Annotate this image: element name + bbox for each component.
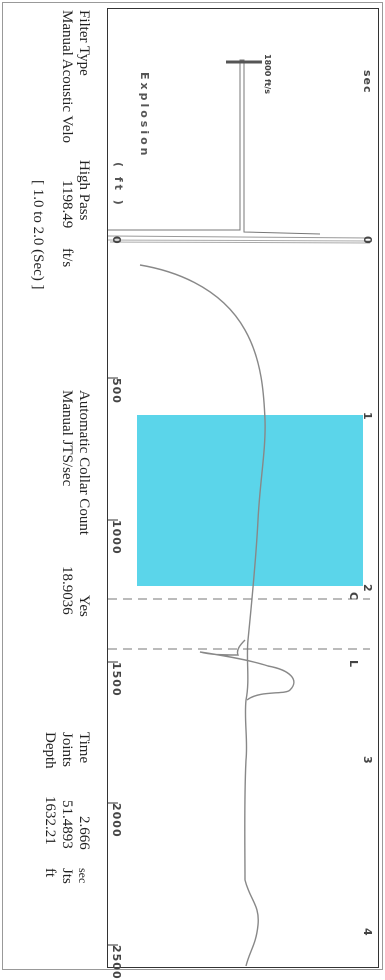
time-tick-4: 4 xyxy=(361,928,374,937)
time-tick-1: 1 xyxy=(361,412,374,421)
joints-value: 51.4893 xyxy=(59,800,75,849)
depth-tick-2500: 2500 xyxy=(110,945,123,980)
sec-label: sec xyxy=(361,70,374,94)
depth-tick-500: 500 xyxy=(110,378,123,404)
time-tick-2: 2 xyxy=(361,584,374,593)
time-label: Time xyxy=(76,732,92,764)
depth-tick-1500: 1500 xyxy=(110,662,123,697)
time-tick-0: 0 xyxy=(361,236,374,245)
auto-collar-label: Automatic Collar Count xyxy=(76,390,92,535)
marker-l: L xyxy=(347,660,360,669)
manual-acoustic-value: 1198.49 xyxy=(59,180,75,229)
selection-region[interactable] xyxy=(137,415,363,586)
depth-unit: ft xyxy=(42,868,58,878)
baseline-guide-2 xyxy=(107,239,371,242)
plot-frame xyxy=(107,8,379,968)
baseline-guide-3 xyxy=(109,241,371,244)
reflection-wave xyxy=(199,639,295,701)
auto-collar-value: Yes xyxy=(76,595,92,617)
time-unit: sec xyxy=(76,868,90,884)
explosion-label: Explosion xyxy=(138,72,151,159)
outer-frame xyxy=(2,2,383,970)
scale-label: 1800 ft/s xyxy=(263,54,272,95)
time-value: 2.666 xyxy=(76,816,92,850)
depth-tick-0: 0 xyxy=(110,236,123,245)
marker-c: C xyxy=(347,592,360,602)
manual-jts-label: Manual JTS/sec xyxy=(59,390,75,487)
joints-unit: Jts xyxy=(59,868,75,884)
explosion-pulse-trace xyxy=(108,59,321,235)
manual-jts-value: 18.9036 xyxy=(59,566,75,615)
time-tick-3: 3 xyxy=(361,756,374,765)
acoustic-trace xyxy=(139,264,266,967)
depth-label: Depth xyxy=(42,732,58,769)
depth-tick-1000: 1000 xyxy=(110,520,123,555)
manual-acoustic-label: Manual Acoustic Velo xyxy=(59,10,75,144)
depth-value: 1632.21 xyxy=(42,796,58,845)
manual-acoustic-unit: ft/s xyxy=(59,248,75,268)
joints-label: Joints xyxy=(59,732,75,768)
baseline-guide-1 xyxy=(107,235,371,239)
filter-type-label: Filter Type xyxy=(76,10,92,76)
filter-type-value: High Pass xyxy=(76,160,92,221)
depth-tick-2000: 2000 xyxy=(110,803,123,838)
range-text: [ 1.0 to 2.0 (Sec) ] xyxy=(30,180,46,290)
ft-label: ( ft ) xyxy=(112,162,125,208)
